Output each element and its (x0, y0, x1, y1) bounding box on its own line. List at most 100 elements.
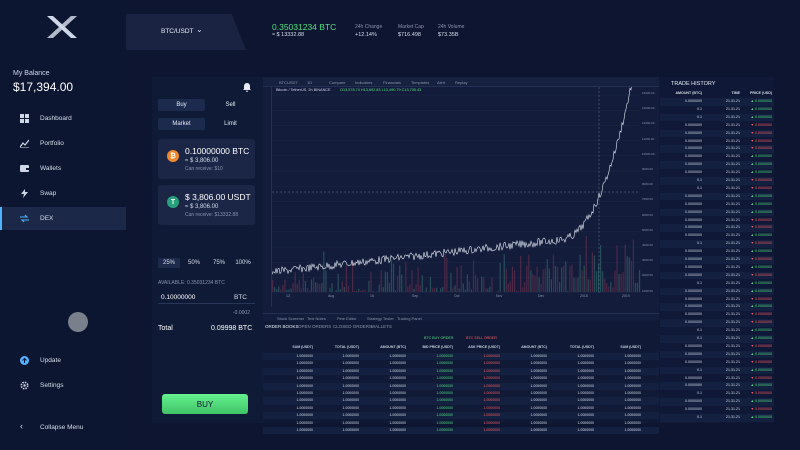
trade-history-row[interactable]: 0.1 21.31.21 ▼ 0.0000000 (660, 177, 774, 185)
chart-bottom-tab[interactable]: Strategy Tester (367, 316, 394, 321)
trade-history-cell: ▲ 0.0000000 (750, 170, 772, 175)
toolbar-compare[interactable]: Compare (329, 80, 346, 85)
order-book-row[interactable]: 1.0000000 1.0000000 1.0000000 1.0000000 1.00… (263, 367, 659, 375)
drawing-tools[interactable] (263, 87, 272, 307)
trade-history-row[interactable]: 0.1 21.31.21 ▼ 0.0000000 (660, 240, 774, 248)
trade-history-row[interactable]: 0.0000000 21.31.21 ▼ 0.0000000 (660, 224, 774, 233)
trade-history-row[interactable]: 0.0000000 21.31.21 ▼ 0.0000000 (660, 122, 774, 130)
order-book-row[interactable]: 1.0000000 1.0000000 1.0000000 1.0000000 1.00… (263, 412, 659, 420)
order-book-row[interactable]: 1.0000000 1.0000000 1.0000000 1.0000000 1.00… (263, 405, 659, 412)
trade-history-row[interactable]: 0.0000000 21.31.21 ▲ 0.0000000 (660, 248, 774, 256)
trade-history-row[interactable]: 0.1 21.31.21 ▲ 0.0000000 (660, 327, 774, 335)
toolbar-symbol[interactable]: BTCUSDT (279, 80, 298, 85)
toolbar-templates[interactable]: Templates (411, 80, 430, 85)
order-book-row[interactable]: 1.0000000 1.0000000 1.0000000 1.0000000 1.00… (263, 397, 659, 405)
trade-history-row[interactable]: 0.1 21.31.21 ▲ 0.0000000 (660, 414, 774, 422)
to-coin-card[interactable]: T $ 3,806.00 USDT ≈ $ 3,806.00 Can recei… (158, 185, 255, 225)
trade-history-row[interactable]: 0.0000000 21.31.21 ▼ 0.0000000 (660, 406, 774, 414)
trade-history-row[interactable]: 0.0000000 21.31.21 ▲ 0.0000000 (660, 201, 774, 209)
trade-history-row[interactable]: 0.1 21.31.21 ▲ 0.0000000 (660, 366, 774, 375)
percent-100-button[interactable]: 100% (235, 260, 251, 266)
sidebar-item-settings[interactable]: Settings (0, 374, 126, 397)
chart-bottom-tab[interactable]: Stock Screener (277, 316, 305, 321)
toolbar-interval[interactable]: 1D (307, 80, 313, 85)
toolbar-financials[interactable]: Financials (383, 80, 402, 85)
trade-history-row[interactable]: 0.1 21.31.21 ▼ 0.0000000 (660, 390, 774, 398)
trade-history-row[interactable]: 0.0000000 21.31.21 ▲ 0.0000000 (660, 264, 774, 272)
trade-history-row[interactable]: 0.0000000 21.31.21 ▲ 0.0000000 (660, 153, 774, 161)
logo-icon (47, 16, 77, 38)
percent-50-button[interactable]: 50% (187, 260, 200, 266)
trade-history-row[interactable]: 0.0000000 21.31.21 ▼ 0.0000000 (660, 311, 774, 319)
trade-history-row[interactable]: 0.0000000 21.31.21 ▲ 0.0000000 (660, 208, 774, 217)
sidebar-item-portfolio[interactable]: Portfolio (0, 132, 126, 155)
available-balance: AVAILABLE: 0.35031234 BTC (158, 280, 225, 286)
order-book-row[interactable]: 1.0000000 1.0000000 1.0000000 1.0000000 1.00… (263, 375, 659, 382)
buy-button[interactable]: BUY (162, 394, 248, 414)
sidebar-item-dashboard[interactable]: Dashboard (0, 107, 126, 130)
trade-history-row[interactable]: 0.0000000 21.31.21 ▲ 0.0000000 (660, 287, 774, 296)
chart-bottom-tab[interactable]: Text Notes (307, 316, 326, 321)
trade-history-row[interactable]: 0.0000000 21.31.21 ▲ 0.0000000 (660, 161, 774, 169)
tab-market[interactable]: Market (158, 118, 205, 130)
trade-history-row[interactable]: 0.0000000 21.31.21 ▲ 0.0000000 (660, 169, 774, 177)
order-book-row[interactable]: 1.0000000 1.0000000 1.0000000 1.0000000 1.00… (263, 420, 659, 427)
chart-bottom-tab[interactable]: Trading Panel (397, 316, 422, 321)
bell-icon[interactable] (243, 83, 251, 92)
trade-history-row[interactable]: 0.0000000 21.31.21 ▼ 0.0000000 (660, 271, 774, 280)
order-book-row[interactable]: 1.0000000 1.0000000 1.0000000 1.0000000 1.00… (263, 353, 659, 361)
trade-history-row[interactable]: 0.0000000 21.31.21 ▼ 0.0000000 (660, 129, 774, 138)
order-book-row[interactable]: 1.0000000 1.0000000 1.0000000 1.0000000 1.00… (263, 360, 659, 367)
trade-history-row[interactable]: 0.0000000 21.31.21 ▲ 0.0000000 (660, 398, 774, 406)
trade-history-row[interactable]: 0.0000000 21.31.21 ▲ 0.0000000 (660, 382, 774, 391)
tab-open-orders[interactable]: OPEN ORDERS (298, 324, 332, 329)
trade-history-row[interactable]: 0.0000000 21.31.21 ▼ 0.0000000 (660, 217, 774, 225)
trade-history-row[interactable]: 0.1 21.31.21 ▲ 0.0000000 (660, 335, 774, 343)
sidebar-item-update[interactable]: Update (0, 349, 126, 372)
trade-history-row[interactable]: 0.0000000 21.31.21 ▼ 0.0000000 (660, 359, 774, 367)
collapse-menu-button[interactable]: ‹ Collapse Menu (0, 416, 126, 439)
theme-toggle[interactable] (68, 312, 88, 332)
trade-history-row[interactable]: 0.0000000 21.31.21 ▼ 0.0000000 (660, 319, 774, 327)
trade-history-row[interactable]: 0.0000000 21.31.21 ▲ 0.0000000 (660, 303, 774, 312)
trade-history-row[interactable]: 0.0000000 21.31.21 ▲ 0.0000000 (660, 98, 774, 106)
tab-order-books[interactable]: ORDER BOOKS (265, 324, 299, 329)
from-coin-card[interactable]: ₿ 0.10000000 BTC ≈ $ 3,806.00 Can receiv… (158, 139, 255, 179)
percent-25-button[interactable]: 25% (158, 258, 180, 268)
trade-history-row[interactable]: 0.0000000 21.31.21 ▼ 0.0000000 (660, 145, 774, 154)
toolbar-alert[interactable]: Alert (437, 80, 446, 85)
tab-buy[interactable]: Buy (158, 99, 205, 111)
trade-history-row[interactable]: 0.0000000 21.31.21 ▼ 0.0000000 (660, 296, 774, 304)
order-book-row[interactable]: 1.0000000 1.0000000 1.0000000 1.0000000 1.00… (263, 427, 659, 435)
toolbar-replay[interactable]: Replay (455, 80, 468, 85)
volume-bar (429, 276, 432, 292)
percent-75-button[interactable]: 75% (212, 260, 225, 266)
sidebar-item-swap[interactable]: Swap (0, 182, 126, 205)
trade-history-row[interactable]: 0.0000000 21.31.21 ▼ 0.0000000 (660, 343, 774, 351)
order-book-row[interactable]: 1.0000000 1.0000000 1.0000000 1.0000000 1.00… (263, 390, 659, 397)
trade-history-row[interactable]: 0.0000000 21.31.21 ▼ 0.0000000 (660, 375, 774, 383)
tab-wallets[interactable]: WALLETS (371, 324, 392, 329)
tab-closed-orders[interactable]: CLOSED ORDERS (333, 324, 373, 329)
sidebar-item-dex[interactable]: DEX (0, 207, 126, 230)
toolbar-indicators[interactable]: Indicators (355, 80, 373, 85)
trade-history-row[interactable]: 0.0000000 21.31.21 ▼ 0.0000000 (660, 256, 774, 264)
sidebar-item-wallets[interactable]: Wallets (0, 157, 126, 180)
chart-bottom-tab[interactable]: Pine Editor (337, 316, 357, 321)
trade-history-row[interactable]: 0.0000000 21.31.21 ▲ 0.0000000 (660, 350, 774, 359)
volume-bar (276, 288, 278, 292)
trade-history-row[interactable]: 0.1 21.31.21 ▼ 0.0000000 (660, 185, 774, 193)
trade-history-row[interactable]: 0.1 21.31.21 ▲ 0.0000000 (660, 280, 774, 288)
order-book-row[interactable]: 1.0000000 1.0000000 1.0000000 1.0000000 1.00… (263, 382, 659, 390)
pair-selector[interactable] (126, 14, 246, 50)
trade-history-row[interactable]: 0.1 21.31.21 ▲ 0.0000000 (660, 113, 774, 122)
trade-history-row[interactable]: 0.0000000 21.31.21 ▼ 0.0000000 (660, 138, 774, 146)
tab-limit[interactable]: Limit (224, 121, 237, 127)
trade-history-row[interactable]: 0.0000000 21.31.21 ▲ 0.0000000 (660, 192, 774, 201)
trade-history-row[interactable]: 0.1 21.31.21 ▲ 0.0000000 (660, 106, 774, 114)
amount-input[interactable]: 0.10000000 BTC (158, 291, 255, 304)
tab-sell[interactable]: Sell (225, 102, 236, 108)
candlestick-plot[interactable] (272, 87, 659, 313)
trade-history-row[interactable]: 0.0000000 21.31.21 ▲ 0.0000000 (660, 232, 774, 240)
amount-value[interactable]: 0.10000000 (161, 294, 196, 301)
